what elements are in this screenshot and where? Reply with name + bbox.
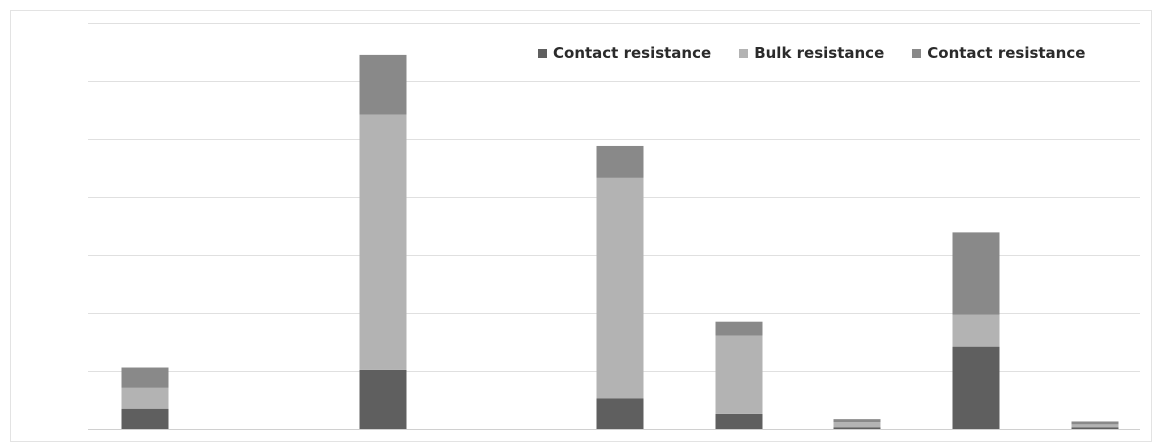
legend-label: Contact resistance [553, 44, 712, 62]
legend-swatch [912, 48, 922, 58]
bar-segment-8-series-1 [952, 346, 1000, 429]
legend-swatch [538, 48, 547, 58]
bar-segment-3-series-2 [359, 114, 407, 370]
legend: Contact resistance Bulk resistance Conta… [538, 44, 1113, 62]
bar-segment-6-series-2 [715, 335, 763, 414]
legend-item-contact-resistance-1: Contact resistance [538, 44, 711, 62]
bar-segment-5-series-2 [596, 177, 644, 399]
legend-item-bulk-resistance: Bulk resistance [739, 44, 884, 62]
bar-segment-1-series-1 [121, 408, 169, 429]
legend-label: Contact resistance [927, 44, 1086, 62]
bar-segment-6-series-1 [715, 413, 763, 429]
bar-segment-8-series-3 [952, 232, 1000, 315]
bar-segment-1-series-2 [121, 387, 169, 409]
bar-segment-9-series-2 [1071, 424, 1119, 428]
bar-segment-7-series-3 [833, 419, 881, 423]
bar-segment-1-series-3 [121, 367, 169, 388]
bar-segment-7-series-1 [833, 427, 881, 429]
legend-item-contact-resistance-2: Contact resistance [912, 44, 1085, 62]
bar-segment-8-series-2 [952, 314, 1000, 347]
bar-segment-5-series-1 [596, 398, 644, 429]
bars [121, 54, 1119, 429]
legend-label: Bulk resistance [754, 44, 885, 62]
chart-frame [10, 10, 1152, 442]
bar-segment-5-series-3 [596, 145, 644, 178]
bar-segment-6-series-3 [715, 321, 763, 336]
bar-segment-9-series-1 [1071, 427, 1119, 429]
bar-segment-7-series-2 [833, 422, 881, 428]
bar-segment-9-series-3 [1071, 421, 1119, 425]
legend-swatch [739, 48, 749, 58]
bar-segment-3-series-1 [359, 369, 407, 429]
bar-segment-3-series-3 [359, 54, 407, 115]
